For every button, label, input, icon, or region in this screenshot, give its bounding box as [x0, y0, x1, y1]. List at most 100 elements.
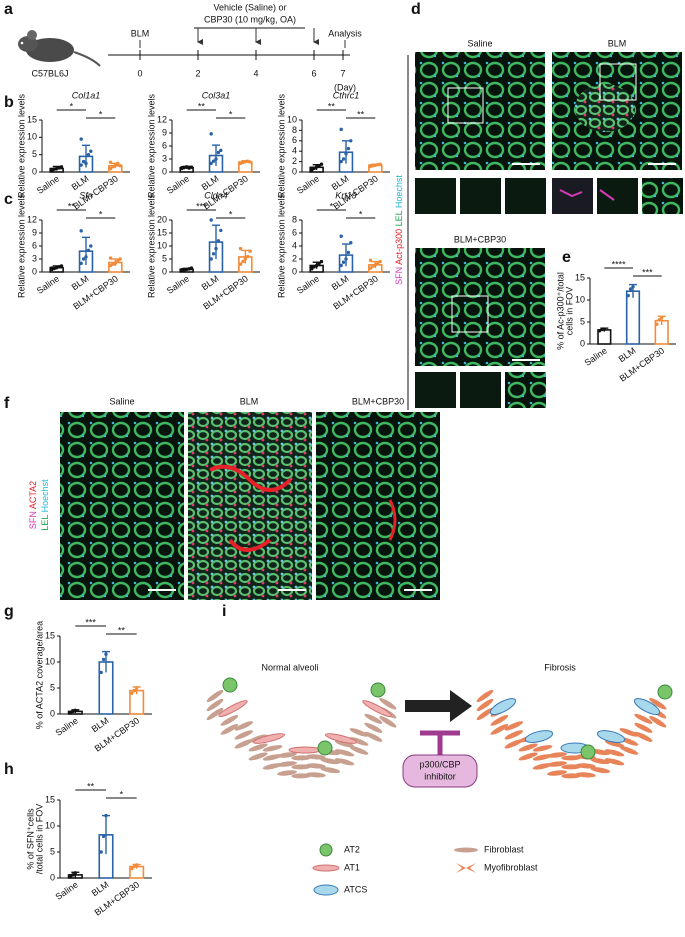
y-tick-label: 8: [292, 214, 297, 224]
stain: Hoechst: [394, 175, 404, 209]
inhibitor-label: inhibitor: [424, 771, 456, 781]
myofibroblast: [504, 730, 524, 740]
micrograph: [316, 412, 440, 600]
stain: Act-p300: [394, 229, 404, 265]
significance-label: *: [229, 109, 233, 119]
data-point: [113, 261, 118, 266]
x-tick-label: Saline: [54, 715, 80, 738]
data-point: [189, 266, 194, 270]
y-tick-label: 10: [45, 656, 55, 666]
y-tick-label: 9: [162, 127, 167, 137]
fibroblast: [364, 722, 383, 733]
fibroblast: [277, 752, 297, 758]
data-point: [130, 691, 134, 695]
data-point: [118, 257, 122, 261]
y-tick-label: 5: [580, 316, 585, 326]
atcs-cell: [596, 730, 626, 743]
significance-label: **: [87, 781, 95, 791]
data-point: [349, 139, 353, 143]
myofibroblast: [575, 763, 596, 769]
y-tick-label: 5: [50, 846, 55, 856]
myofibroblast: [619, 746, 639, 755]
data-point: [81, 257, 86, 261]
significance-label: **: [118, 625, 126, 635]
inhibitor-label: p300/CBP: [419, 759, 460, 769]
timeline: C57BL6J BLM Vehicle (Saline) or CBP30 (1…: [18, 2, 362, 92]
insets: [415, 178, 683, 408]
y-tick-label: 10: [45, 820, 55, 830]
scale-bar: [512, 163, 676, 361]
data-point: [84, 255, 88, 259]
analysis-label: Analysis: [328, 28, 362, 38]
data-point: [602, 327, 607, 331]
data-point: [116, 161, 120, 166]
data-point: [246, 254, 250, 259]
y-tick-label: 0: [162, 266, 167, 276]
panel-letter: g: [4, 603, 14, 620]
data-point: [219, 148, 223, 153]
y-axis-label: Relative expression levels: [276, 193, 286, 298]
at2-cell: [222, 677, 238, 693]
image-label: Saline: [467, 38, 492, 48]
micrograph: [415, 248, 545, 366]
fibroblast: [277, 761, 297, 767]
y-tick-label: 10: [575, 294, 585, 304]
diagram-title: Fibrosis: [544, 662, 576, 672]
y-tick-label: 0: [580, 338, 585, 348]
data-point: [211, 252, 216, 256]
arrow: [405, 690, 472, 722]
fibroblast: [277, 770, 297, 776]
myofibroblast: [634, 713, 653, 724]
myofibroblast: [634, 731, 653, 742]
panel-letter: i: [222, 603, 226, 620]
data-point: [631, 285, 635, 289]
data-point: [339, 263, 343, 268]
data-point: [368, 258, 373, 262]
y-tick-label: 15: [27, 114, 37, 124]
data-point: [132, 864, 136, 869]
data-point: [214, 246, 218, 251]
vehicle-label: CBP30 (10 mg/kg, OA): [204, 14, 296, 24]
diagram: Normal alveoli Fibrosis p300/CBP inhibit…: [206, 662, 673, 896]
y-axis-label: /total cells in FOV: [34, 804, 44, 875]
data-point: [89, 244, 93, 248]
micrograph: [415, 52, 545, 170]
data-point: [317, 261, 321, 266]
myofibroblast: [575, 772, 596, 778]
stain: Hoechst: [40, 479, 50, 513]
myofibroblast: [619, 728, 639, 737]
data-point: [79, 163, 83, 167]
image-label: BLM+CBP30: [454, 234, 506, 244]
significance-label: *: [229, 209, 233, 219]
x-tick-label: Saline: [35, 273, 61, 296]
data-point: [238, 161, 243, 165]
fibroblast: [234, 730, 254, 740]
data-point: [317, 164, 321, 168]
image-label: BLM+CBP30: [352, 396, 404, 406]
chart-title: Sfn: [79, 190, 93, 200]
inset-box: [599, 63, 637, 101]
myofibroblast: [532, 745, 553, 752]
data-point: [50, 266, 54, 270]
data-point: [111, 165, 115, 169]
y-axis-label: Relative expression levels: [16, 193, 26, 298]
data-point: [101, 834, 106, 839]
y-axis-label: % of Ac-p300⁺/total: [555, 272, 565, 350]
y-tick-label: 9: [32, 227, 37, 237]
data-point: [368, 164, 373, 168]
data-point: [341, 260, 346, 264]
data-point: [79, 137, 83, 141]
legend-swatch: [313, 884, 339, 896]
data-point: [73, 708, 78, 713]
fibroblast: [234, 721, 254, 731]
legend-swatch: [454, 847, 478, 853]
data-point: [216, 150, 221, 155]
y-tick-label: 20: [157, 214, 167, 224]
stain: SFN: [394, 267, 404, 285]
day-label: 6: [311, 68, 316, 78]
data-point: [626, 293, 630, 298]
data-point: [99, 670, 103, 675]
data-point: [104, 652, 108, 656]
